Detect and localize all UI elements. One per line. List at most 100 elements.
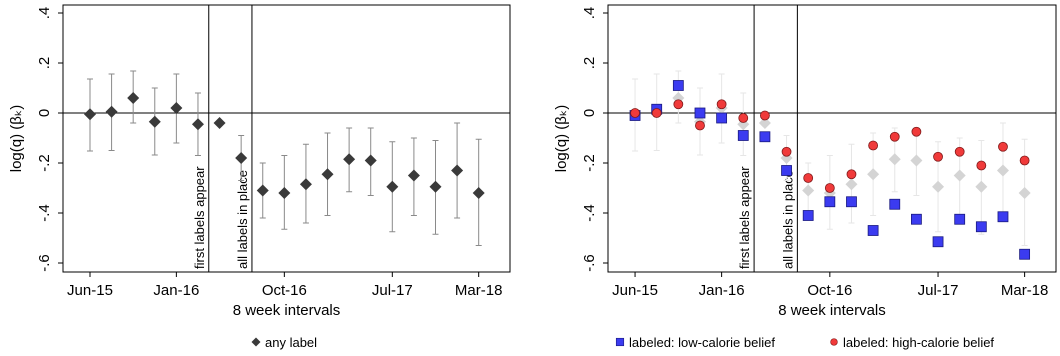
legend-marker bbox=[830, 338, 838, 346]
point bbox=[1018, 187, 1031, 199]
point bbox=[824, 196, 836, 208]
point bbox=[824, 183, 835, 193]
point bbox=[996, 164, 1009, 177]
point bbox=[802, 184, 815, 197]
point bbox=[998, 141, 1008, 152]
plot-frame bbox=[62, 4, 511, 273]
y-tick-label: -.6 bbox=[36, 254, 53, 272]
point bbox=[695, 120, 705, 131]
point bbox=[911, 213, 922, 225]
point bbox=[975, 180, 988, 193]
point bbox=[953, 169, 966, 182]
point bbox=[910, 154, 923, 167]
y-tick-label: 0 bbox=[581, 109, 598, 117]
point bbox=[407, 169, 420, 182]
x-tick-label: Mar-18 bbox=[455, 282, 503, 299]
event-label: first labels appear bbox=[737, 166, 752, 269]
x-axis-title: 8 week intervals bbox=[778, 302, 886, 319]
x-axis-title: 8 week intervals bbox=[233, 302, 341, 319]
legend-label: labeled: low-calorie belief bbox=[629, 335, 775, 350]
point bbox=[758, 117, 771, 129]
event-label: all labels in place bbox=[780, 170, 795, 269]
point bbox=[975, 221, 987, 233]
point bbox=[299, 178, 312, 191]
point bbox=[868, 140, 879, 151]
point bbox=[321, 168, 334, 181]
y-tick-label: .4 bbox=[36, 7, 53, 20]
point bbox=[932, 180, 945, 193]
point bbox=[694, 107, 706, 119]
point bbox=[954, 213, 966, 225]
point bbox=[716, 112, 728, 124]
point bbox=[845, 178, 858, 191]
legend-marker bbox=[251, 337, 261, 347]
y-tick-label: -.2 bbox=[36, 154, 53, 172]
x-tick-label: Jan-16 bbox=[699, 282, 745, 299]
legend-label: labeled: high-calorie belief bbox=[843, 335, 994, 350]
point bbox=[170, 102, 183, 114]
x-tick-label: Oct-16 bbox=[262, 282, 307, 299]
point bbox=[846, 169, 857, 180]
point bbox=[364, 154, 377, 167]
point bbox=[759, 131, 771, 143]
y-axis-title: log(q) (βₖ) bbox=[553, 105, 570, 173]
x-tick-label: Jun-15 bbox=[67, 282, 113, 299]
y-tick-label: -.4 bbox=[581, 204, 598, 222]
point bbox=[1019, 248, 1031, 260]
point bbox=[386, 180, 399, 193]
y-tick-label: -.6 bbox=[581, 254, 598, 272]
x-tick-label: Jul-17 bbox=[372, 282, 413, 299]
point bbox=[256, 184, 269, 197]
point bbox=[889, 131, 900, 142]
point bbox=[738, 113, 749, 123]
point bbox=[451, 164, 464, 177]
point bbox=[83, 108, 96, 121]
point bbox=[672, 80, 684, 91]
point bbox=[911, 126, 922, 137]
point bbox=[1019, 155, 1030, 166]
y-tick-label: .4 bbox=[581, 7, 598, 20]
y-tick-label: .2 bbox=[36, 57, 53, 70]
x-tick-label: Oct-16 bbox=[807, 282, 852, 299]
point bbox=[716, 99, 727, 110]
point bbox=[760, 110, 770, 121]
y-tick-label: -.2 bbox=[581, 154, 598, 172]
point bbox=[867, 225, 879, 236]
point bbox=[148, 115, 161, 128]
event-label: all labels in place bbox=[235, 170, 250, 269]
point bbox=[802, 210, 814, 221]
point bbox=[213, 117, 226, 129]
point bbox=[932, 236, 944, 248]
point bbox=[867, 168, 880, 181]
point bbox=[997, 211, 1009, 223]
legend-marker bbox=[615, 337, 625, 347]
point bbox=[429, 180, 442, 193]
legend-label: any label bbox=[265, 335, 317, 350]
point bbox=[888, 153, 901, 166]
point bbox=[933, 151, 943, 162]
point bbox=[127, 92, 140, 104]
point bbox=[343, 153, 356, 166]
point bbox=[781, 165, 792, 176]
point bbox=[976, 160, 987, 171]
y-tick-label: -.4 bbox=[36, 204, 53, 222]
point bbox=[781, 146, 792, 157]
y-axis-title: log(q) (βₖ) bbox=[8, 105, 25, 173]
x-tick-label: Jun-15 bbox=[612, 282, 658, 299]
x-tick-label: Jan-16 bbox=[153, 282, 199, 299]
point bbox=[673, 99, 684, 110]
point bbox=[235, 152, 248, 164]
y-tick-label: 0 bbox=[36, 109, 53, 117]
point bbox=[105, 105, 118, 118]
y-tick-label: .2 bbox=[581, 57, 598, 70]
event-label: first labels appear bbox=[192, 166, 207, 269]
point bbox=[954, 146, 965, 157]
point bbox=[846, 196, 857, 208]
point bbox=[472, 187, 485, 199]
point bbox=[278, 187, 291, 199]
x-tick-label: Mar-18 bbox=[1001, 282, 1049, 299]
point bbox=[191, 118, 204, 131]
point bbox=[803, 173, 814, 183]
point bbox=[889, 198, 901, 210]
